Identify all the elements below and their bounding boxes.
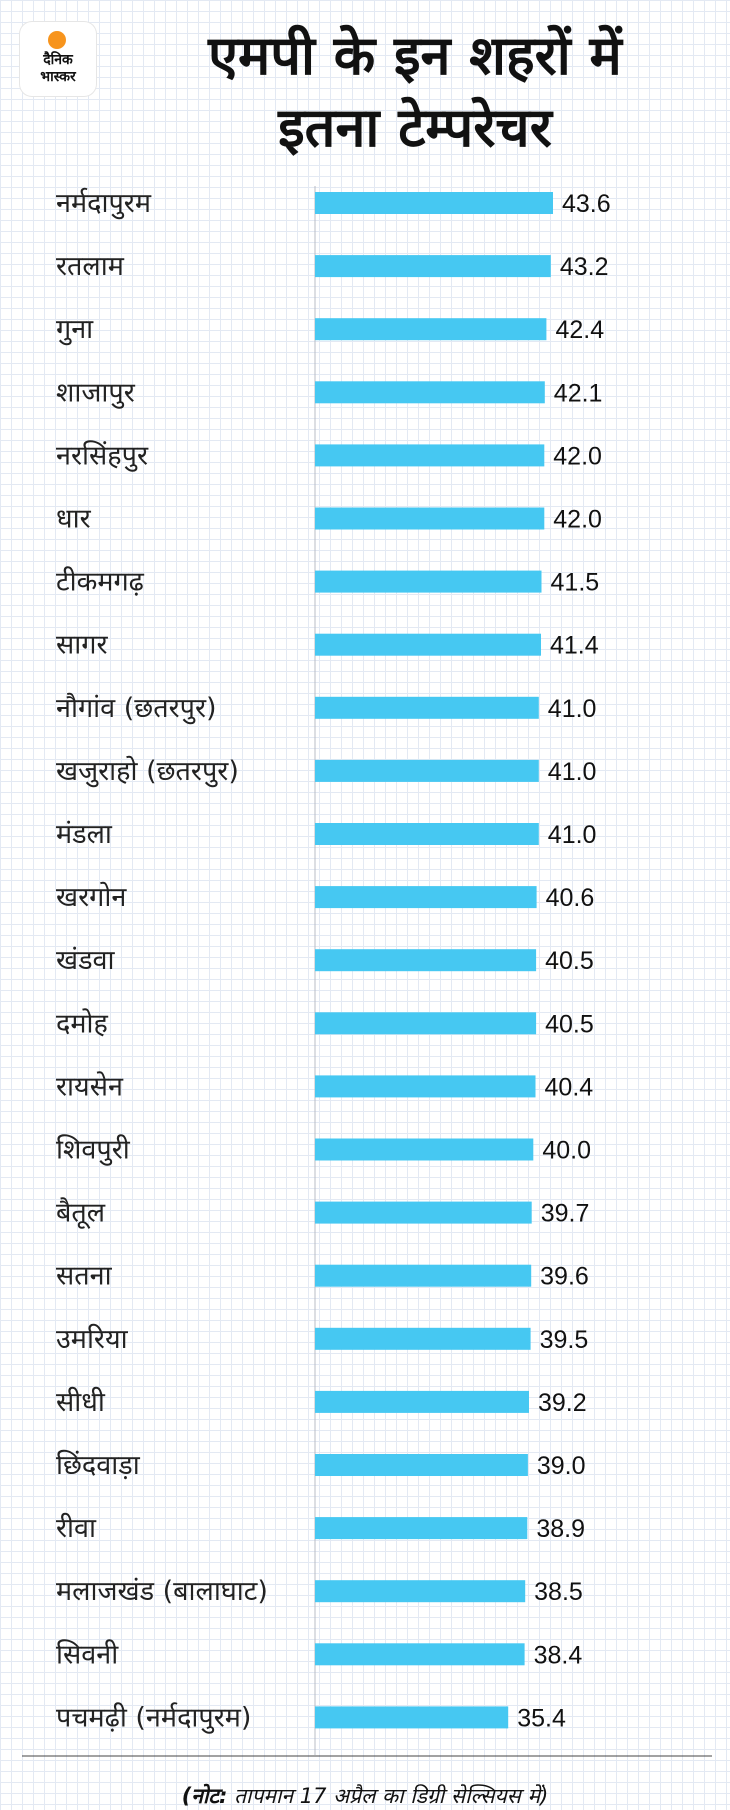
value-label: 41.0 bbox=[548, 821, 597, 849]
value-label: 43.2 bbox=[560, 253, 609, 281]
category-label: सीधी bbox=[56, 1386, 106, 1418]
category-label: सागर bbox=[56, 630, 108, 661]
category-label: रायसेन bbox=[56, 1070, 124, 1102]
category-label: नरसिंहपुर bbox=[56, 439, 149, 472]
category-label: उमरिया bbox=[56, 1323, 129, 1355]
bar bbox=[315, 1012, 537, 1035]
footnote: (नोट: तापमान 17 अप्रैल का डिग्री सेल्सिय… bbox=[0, 1782, 730, 1810]
value-label: 42.1 bbox=[554, 379, 603, 407]
category-labels: नर्मदापुरम रतलाम गुना शाजापुर नरसिंहपुर धार टी… bbox=[56, 187, 268, 1734]
bar bbox=[315, 318, 547, 341]
category-label: मंडला bbox=[56, 819, 113, 850]
value-label: 41.5 bbox=[551, 569, 600, 597]
value-label: 39.5 bbox=[540, 1326, 589, 1354]
value-label: 35.4 bbox=[517, 1704, 566, 1732]
category-label: शिवपुरी bbox=[56, 1134, 131, 1167]
value-label: 39.0 bbox=[537, 1452, 586, 1480]
category-label: धार bbox=[56, 504, 92, 535]
category-label: टीकमगढ़ bbox=[56, 566, 145, 598]
value-label: 40.5 bbox=[545, 947, 594, 975]
bar bbox=[315, 1390, 529, 1413]
title-line-2: इतना टेम्परेचर bbox=[278, 96, 552, 159]
category-label: बैतूल bbox=[56, 1197, 106, 1230]
category-label: रतलाम bbox=[56, 251, 125, 282]
bar bbox=[315, 633, 541, 656]
bar bbox=[315, 1075, 536, 1098]
value-label: 40.6 bbox=[546, 884, 595, 912]
bar bbox=[315, 949, 537, 972]
bar bbox=[315, 1327, 531, 1350]
footnote-prefix: (नोट: bbox=[181, 1784, 228, 1808]
bar bbox=[315, 507, 545, 530]
category-label: मलाजखंड (बालाघाट) bbox=[56, 1576, 268, 1607]
value-label: 42.4 bbox=[555, 316, 604, 344]
category-label: छिंदवाड़ा bbox=[56, 1449, 141, 1481]
value-label: 41.4 bbox=[550, 632, 599, 660]
bars bbox=[315, 192, 553, 1729]
logo-line-2: भास्कर bbox=[40, 69, 76, 85]
bar bbox=[315, 444, 545, 467]
bar bbox=[315, 1264, 532, 1287]
chart-title: एमपी के इन शहरों में इतना टेम्परेचर bbox=[110, 20, 720, 164]
bar bbox=[315, 1454, 528, 1476]
value-label: 39.6 bbox=[540, 1263, 589, 1291]
category-label: गुना bbox=[56, 314, 94, 346]
bar bbox=[315, 759, 539, 782]
category-label: सतना bbox=[56, 1261, 113, 1292]
bar bbox=[315, 1706, 509, 1729]
value-labels: 43.6 43.2 42.4 42.1 42.0 42.0 41.5 41.4 41.0 41.0… bbox=[517, 190, 610, 1732]
bar bbox=[315, 192, 553, 214]
title-line-1: एमपी के इन शहरों में bbox=[208, 24, 622, 87]
bar bbox=[315, 570, 542, 593]
value-label: 39.2 bbox=[538, 1389, 587, 1417]
bar bbox=[315, 886, 537, 909]
sun-icon bbox=[48, 31, 66, 49]
bar bbox=[315, 1138, 534, 1161]
value-label: 41.0 bbox=[548, 695, 597, 723]
value-label: 42.0 bbox=[553, 442, 602, 470]
category-label: नर्मदापुरम bbox=[56, 187, 152, 220]
value-label: 38.5 bbox=[534, 1578, 583, 1606]
bar bbox=[315, 1643, 525, 1666]
category-label: खंडवा bbox=[56, 945, 116, 976]
category-label: खरगोन bbox=[56, 881, 127, 913]
value-label: 40.5 bbox=[545, 1010, 594, 1038]
bar bbox=[315, 1201, 532, 1224]
value-label: 43.6 bbox=[562, 190, 611, 218]
category-label: पचमढ़ी (नर्मदापुरम) bbox=[56, 1701, 251, 1734]
category-label: दमोह bbox=[56, 1007, 108, 1039]
value-label: 42.0 bbox=[553, 506, 602, 534]
category-label: खजुराहो (छतरपुर) bbox=[56, 755, 239, 788]
footnote-text: तापमान 17 अप्रैल का डिग्री सेल्सियस में) bbox=[234, 1784, 549, 1808]
bar bbox=[315, 1580, 526, 1603]
logo-line-1: दैनिक bbox=[43, 52, 73, 68]
bar bbox=[315, 823, 539, 845]
bar bbox=[315, 255, 551, 278]
category-label: शाजापुर bbox=[56, 377, 136, 409]
value-label: 41.0 bbox=[548, 758, 597, 786]
value-label: 38.9 bbox=[536, 1515, 585, 1543]
value-label: 38.4 bbox=[534, 1641, 583, 1669]
category-label: नौगांव (छतरपुर) bbox=[56, 692, 217, 725]
dainik-bhaskar-logo: दैनिक भास्कर bbox=[20, 22, 96, 96]
bar bbox=[315, 1517, 528, 1540]
bar bbox=[315, 381, 545, 404]
value-label: 39.7 bbox=[541, 1200, 590, 1228]
category-label: सिवनी bbox=[56, 1638, 119, 1670]
bar bbox=[315, 696, 539, 719]
category-label: रीवा bbox=[56, 1512, 97, 1544]
value-label: 40.4 bbox=[545, 1073, 594, 1101]
value-label: 40.0 bbox=[542, 1137, 591, 1165]
